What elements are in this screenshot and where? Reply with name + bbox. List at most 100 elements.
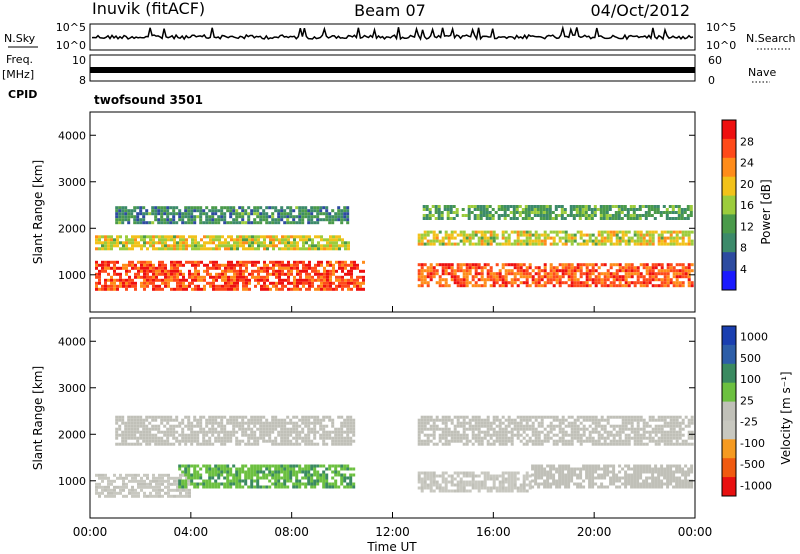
heatmap-cell: [293, 244, 296, 248]
heatmap-cell: [593, 205, 597, 208]
heatmap-cell: [585, 233, 589, 237]
heatmap-cell: [101, 263, 104, 267]
heatmap-cell: [346, 436, 350, 440]
heatmap-cell: [681, 485, 685, 489]
heatmap-cell: [543, 269, 547, 273]
heatmap-cell: [242, 269, 245, 273]
heatmap-cell: [245, 263, 248, 267]
heatmap-cell: [173, 482, 176, 486]
heatmap-cell: [266, 269, 269, 273]
heatmap-cell: [110, 275, 113, 279]
heatmap-cell: [525, 242, 529, 246]
heatmap-cell: [507, 436, 511, 440]
heatmap-cell: [525, 427, 529, 431]
heatmap-cell: [229, 485, 233, 489]
heatmap-cell: [672, 476, 676, 480]
heatmap-cell: [660, 479, 664, 483]
heatmap-cell: [654, 482, 658, 486]
heatmap-cell: [651, 233, 655, 237]
heatmap-cell: [525, 474, 529, 478]
heatmap-cell: [164, 266, 167, 270]
heatmap-cell: [341, 263, 344, 267]
heatmap-cell: [295, 436, 299, 440]
heatmap-cell: [558, 278, 562, 282]
heatmap-cell: [651, 430, 655, 434]
heatmap-cell: [293, 275, 296, 279]
heatmap-cell: [651, 439, 655, 443]
heatmap-cell: [253, 436, 257, 440]
heatmap-cell: [151, 427, 155, 431]
heatmap-cell: [684, 269, 688, 273]
heatmap-cell: [678, 476, 682, 480]
heatmap-cell: [534, 430, 538, 434]
heatmap-cell: [468, 424, 472, 428]
heatmap-cell: [432, 480, 436, 484]
power-heatmap: [95, 205, 694, 291]
heatmap-cell: [148, 421, 152, 425]
heatmap-cell: [253, 433, 257, 437]
heatmap-cell: [101, 476, 104, 480]
heatmap-cell: [340, 482, 344, 486]
heatmap-cell: [645, 272, 649, 276]
heatmap-cell: [465, 263, 469, 267]
heatmap-cell: [323, 247, 326, 251]
heatmap-cell: [184, 206, 188, 210]
heatmap-cell: [136, 424, 140, 428]
heatmap-cell: [561, 479, 565, 483]
heatmap-cell: [570, 415, 574, 419]
heatmap-cell: [140, 284, 143, 288]
heatmap-cell: [486, 230, 490, 234]
heatmap-cell: [657, 424, 661, 428]
heatmap-cell: [331, 218, 335, 222]
heatmap-cell: [304, 482, 308, 486]
heatmap-cell: [516, 239, 520, 243]
heatmap-cell: [549, 473, 553, 477]
heatmap-cell: [166, 442, 170, 446]
heatmap-cell: [167, 244, 170, 248]
heatmap-cell: [480, 424, 484, 428]
heatmap-cell: [122, 278, 125, 282]
heatmap-cell: [190, 464, 194, 468]
heatmap-cell: [271, 218, 275, 222]
heatmap-cell: [248, 287, 251, 291]
heatmap-cell: [191, 260, 194, 264]
heatmap-cell: [274, 470, 278, 474]
heatmap-cell: [184, 473, 188, 477]
heatmap-cell: [663, 236, 667, 240]
heatmap-cell: [283, 212, 287, 216]
heatmap-cell: [164, 473, 167, 477]
heatmap-cell: [251, 244, 254, 248]
heatmap-cell: [678, 275, 682, 279]
heatmap-cell: [208, 427, 212, 431]
heatmap-cell: [573, 239, 577, 243]
heatmap-cell: [510, 418, 514, 422]
heatmap-cell: [489, 433, 493, 437]
heatmap-cell: [124, 215, 128, 219]
heatmap-cell: [522, 272, 526, 276]
heatmap-cell: [238, 470, 242, 474]
heatmap-cell: [208, 421, 212, 425]
heatmap-cell: [570, 442, 574, 446]
heatmap-cell: [492, 230, 496, 234]
heatmap-cell: [280, 212, 284, 216]
heatmap-cell: [211, 476, 215, 480]
heatmap-cell: [217, 470, 221, 474]
heatmap-cell: [588, 470, 592, 474]
heatmap-cell: [555, 467, 559, 471]
heatmap-cell: [305, 278, 308, 282]
heatmap-cell: [426, 272, 430, 276]
heatmap-cell: [308, 263, 311, 267]
heatmap-cell: [253, 439, 257, 443]
heatmap-cell: [669, 421, 673, 425]
heatmap-cell: [223, 470, 227, 474]
heatmap-cell: [552, 242, 556, 246]
heatmap-cell: [488, 205, 492, 208]
heatmap-cell: [251, 238, 254, 242]
heatmap-cell: [666, 433, 670, 437]
heatmap-cell: [465, 415, 469, 419]
heatmap-cell: [218, 275, 221, 279]
heatmap-cell: [537, 464, 541, 468]
heatmap-cell: [639, 281, 643, 285]
heatmap-cell: [224, 284, 227, 288]
heatmap-cell: [298, 206, 302, 210]
